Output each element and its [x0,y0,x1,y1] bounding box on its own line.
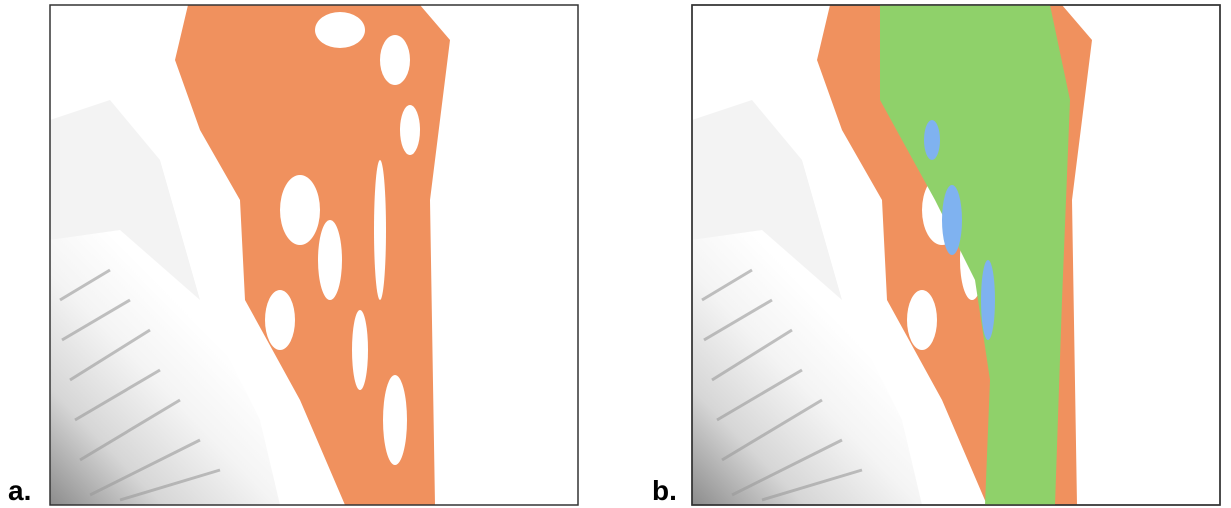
panel-label: b. [652,475,677,506]
map-a [50,5,578,505]
panel-b: b. [652,5,1220,506]
panel-label: a. [8,475,31,506]
figure: a. b. [0,0,1231,508]
panel-a: a. [8,5,578,506]
